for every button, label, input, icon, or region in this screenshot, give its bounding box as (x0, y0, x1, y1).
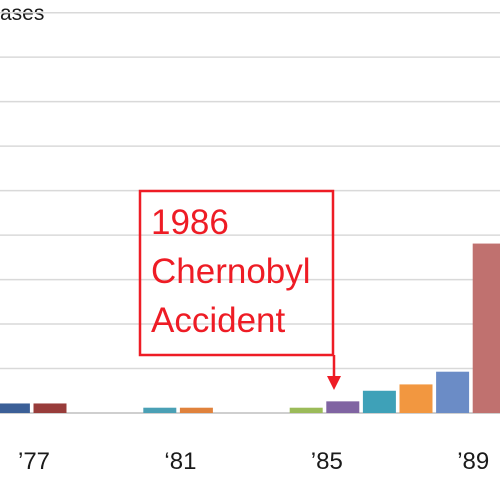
annotation-box (138, 189, 335, 357)
bar-1984 (289, 407, 323, 413)
x-tick-label: ’77 (18, 448, 50, 475)
bar-1987 (399, 384, 433, 413)
annotation-line-3: Accident (151, 301, 286, 340)
x-tick-label: ’89 (457, 448, 489, 475)
annotation-line-1: 1986 (151, 203, 229, 242)
bar-1989 (472, 243, 500, 413)
annotation-arrow-head (327, 376, 341, 390)
x-tick-labels: ’77 ‘81 ’85 ’89 (18, 448, 489, 475)
y-axis-label: ases (0, 2, 45, 25)
chernobyl-annotation: 1986 Chernobyl Accident (138, 189, 341, 390)
bar-1977 (33, 403, 67, 413)
bar-1988 (436, 371, 470, 413)
bar-1986 (362, 390, 396, 413)
bars (0, 243, 500, 413)
bar-1985 (326, 401, 360, 413)
x-tick-label: ’85 (311, 448, 343, 475)
x-tick-label: ‘81 (164, 448, 196, 475)
bar-1976 (0, 403, 30, 413)
annotation-line-2: Chernobyl (151, 252, 311, 291)
bar-1980 (143, 407, 177, 413)
bar-1981 (179, 407, 213, 413)
